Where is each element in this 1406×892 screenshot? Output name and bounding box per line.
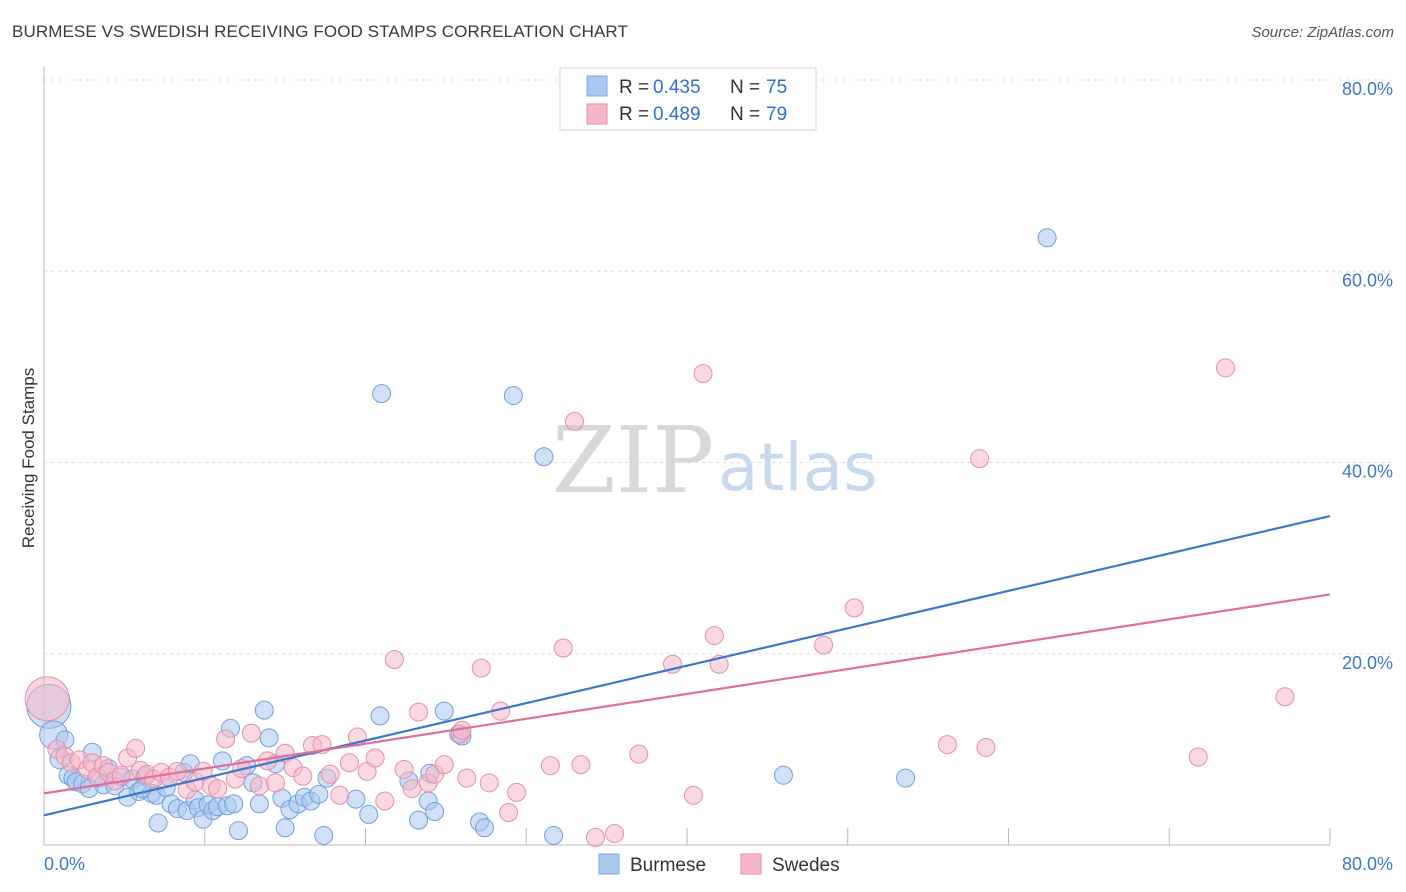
burmese-point [309, 784, 329, 804]
grid-lines [44, 79, 1392, 655]
swedes-trend-line [43, 593, 1331, 795]
correlation-legend: R = 0.435 N = 75 R = 0.489 N = 79 [559, 67, 817, 131]
swedes-point [629, 744, 649, 764]
swedes-point [384, 649, 404, 669]
legend-r-label-burmese: R = [619, 77, 649, 98]
burmese-point [896, 768, 916, 788]
swedes-point [1188, 747, 1208, 767]
legend-r-value-swedes: 0.489 [653, 104, 701, 125]
burmese-point [372, 384, 392, 404]
burmese-points [26, 228, 1057, 845]
legend-swatch-swedes [586, 103, 608, 125]
watermark-atlas: atlas [718, 429, 878, 506]
legend-n-label-swedes: N = [730, 104, 760, 125]
swedes-point [216, 729, 236, 749]
burmese-point [409, 810, 429, 830]
swedes-point [693, 364, 713, 384]
bottom-legend-label-burmese: Burmese [630, 855, 706, 876]
burmese-point [346, 789, 366, 809]
trend-lines [43, 514, 1331, 817]
y-axis-label: Receiving Food Stamps [19, 368, 38, 548]
swedes-points [24, 358, 1295, 847]
burmese-point [773, 765, 793, 785]
legend-n-value-burmese: 75 [766, 77, 787, 98]
swedes-point [365, 748, 385, 768]
legend-n-value-swedes: 79 [766, 104, 787, 125]
bottom-legend-swatch-burmese [598, 853, 620, 875]
tick-labels: 20.0% 40.0% 60.0% 80.0% 0.0% 80.0% [44, 79, 1393, 874]
burmese-point [224, 794, 244, 814]
swedes-point [683, 785, 703, 805]
y-tick-label: 60.0% [1342, 270, 1393, 290]
burmese-point [254, 700, 274, 720]
chart-title: BURMESE VS SWEDISH RECEIVING FOOD STAMPS… [12, 22, 628, 41]
swedes-point [844, 598, 864, 618]
burmese-point [314, 825, 334, 845]
swedes-point [394, 759, 414, 779]
swedes-point [507, 782, 527, 802]
swedes-point [320, 764, 340, 784]
swedes-point [553, 638, 573, 658]
swedes-point [471, 658, 491, 678]
swedes-point [585, 827, 605, 847]
y-tick-label: 20.0% [1342, 653, 1393, 673]
swedes-point [540, 756, 560, 776]
x-tick-label: 80.0% [1342, 854, 1393, 874]
swedes-point [704, 626, 724, 646]
bottom-legend-label-swedes: Swedes [772, 855, 840, 876]
burmese-point [249, 794, 269, 814]
burmese-point [425, 802, 445, 822]
swedes-point [1216, 358, 1236, 378]
swedes-point [126, 738, 146, 758]
swedes-point [409, 702, 429, 722]
swedes-point [241, 723, 261, 743]
burmese-point [275, 818, 295, 838]
swedes-point [208, 779, 228, 799]
burmese-point [1037, 228, 1057, 248]
swedes-point [976, 737, 996, 757]
burmese-point [259, 728, 279, 748]
legend-swatch-burmese [586, 75, 608, 97]
swedes-point [937, 735, 957, 755]
swedes-point [571, 755, 591, 775]
legend-r-value-burmese: 0.435 [653, 77, 701, 98]
swedes-point [434, 755, 454, 775]
swedes-point [970, 449, 990, 469]
swedes-point [605, 824, 625, 844]
swedes-point [330, 785, 350, 805]
swedes-point [479, 773, 499, 793]
y-tick-label: 40.0% [1342, 462, 1393, 482]
swedes-point [457, 768, 477, 788]
source-label: Source: ZipAtlas.com [1251, 24, 1394, 41]
burmese-point [503, 386, 523, 406]
x-tick-label: 0.0% [44, 854, 85, 874]
swedes-point [193, 761, 213, 781]
legend-n-label-burmese: N = [730, 77, 760, 98]
burmese-point [474, 818, 494, 838]
burmese-point [534, 447, 554, 467]
swedes-point [564, 411, 584, 431]
swedes-point [24, 676, 70, 722]
swedes-point [265, 773, 285, 793]
swedes-point [402, 779, 422, 799]
swedes-point [1275, 687, 1295, 707]
burmese-point [544, 825, 564, 845]
burmese-trend-line [43, 514, 1331, 817]
bottom-legend-swatch-swedes [740, 853, 762, 875]
swedes-point [375, 791, 395, 811]
burmese-point [434, 701, 454, 721]
burmese-point [359, 804, 379, 824]
swedes-point [293, 766, 313, 786]
swedes-point [339, 753, 359, 773]
series-legend: Burmese Swedes [598, 853, 840, 876]
burmese-point [229, 821, 249, 841]
swedes-point [249, 776, 269, 796]
burmese-point [370, 706, 390, 726]
swedes-point [499, 802, 519, 822]
burmese-point [148, 813, 168, 833]
legend-r-label-swedes: R = [619, 104, 649, 125]
swedes-point [814, 635, 834, 655]
y-tick-label: 80.0% [1342, 79, 1393, 99]
